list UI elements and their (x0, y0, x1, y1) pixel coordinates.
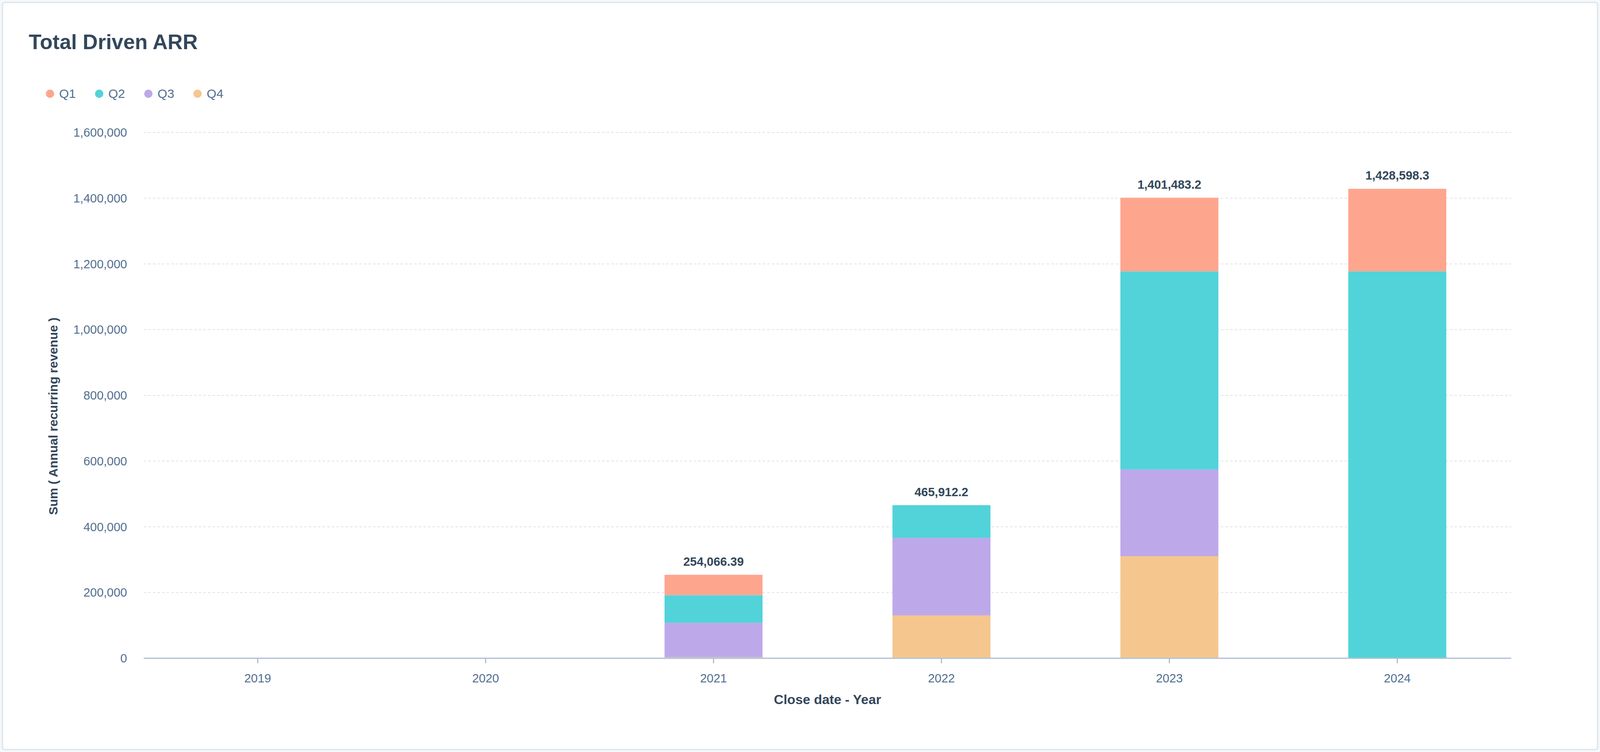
bar-segment (1120, 469, 1219, 557)
grid-line (143, 329, 1512, 330)
total-label: 1,401,483.2 (1137, 177, 1202, 192)
legend-label: Q3 (157, 86, 175, 101)
legend-swatch (95, 89, 104, 98)
x-axis (143, 657, 1512, 660)
grid-line (143, 526, 1512, 528)
bar-segment (892, 615, 991, 659)
y-tick-label: 800,000 (83, 388, 128, 403)
y-tick-label: 1,400,000 (73, 191, 128, 205)
y-tick (138, 658, 144, 659)
total-label: 254,066.39 (683, 555, 744, 569)
legend-label: Q4 (206, 86, 224, 101)
bar-segment (1120, 271, 1219, 470)
grid-line (143, 197, 1512, 199)
bar-segment (892, 537, 991, 616)
legend-label: Q2 (108, 86, 125, 101)
x-tick (712, 658, 715, 664)
y-tick-label: 600,000 (83, 454, 128, 468)
grid-line (143, 460, 1512, 462)
bar-segment (1348, 188, 1447, 272)
bar-segment (664, 575, 763, 596)
y-tick (138, 592, 144, 593)
total-label: 465,912.2 (914, 485, 969, 499)
title: Total Driven ARR (28, 30, 198, 54)
y-tick (138, 263, 144, 265)
y-tick (138, 395, 144, 396)
y-tick-label: 1,000,000 (73, 322, 128, 337)
x-tick (257, 658, 259, 664)
x-tick-label: 2023 (1155, 671, 1183, 685)
grid-line (143, 263, 1512, 265)
y-tick (138, 329, 144, 330)
bar-segment (664, 622, 763, 658)
bar-segment (1348, 271, 1447, 659)
bars (664, 188, 1447, 659)
y-tick-label: 0 (120, 651, 128, 665)
y-tick-label: 400,000 (83, 520, 128, 534)
total-label: 1,428,598.3 (1365, 168, 1430, 183)
bar-segment (1120, 556, 1219, 659)
y-tick (138, 132, 144, 133)
legend-swatch (45, 89, 55, 98)
x-tick (485, 658, 487, 664)
chart: Total Driven ARR Q1 Q2 Q3 Q4 0 200,000 400,000 6… (0, 0, 1600, 752)
x-tick (1396, 658, 1398, 664)
x-tick-label: 2022 (927, 671, 955, 685)
x-tick-label: 2024 (1383, 671, 1411, 685)
x-tick (940, 658, 943, 664)
y-tick-label: 1,200,000 (73, 257, 128, 271)
y-tick (138, 197, 144, 199)
x-tick (1168, 658, 1170, 664)
y-tick-label: 1,600,000 (73, 125, 128, 140)
grid-line (143, 592, 1512, 593)
y-tick-label: 200,000 (83, 585, 128, 600)
bar-segment (1120, 197, 1219, 272)
x-axis-title: Close date - Year (773, 692, 881, 708)
x-tick-label: 2021 (700, 671, 728, 685)
grid-line (143, 395, 1512, 396)
y-axis (143, 132, 145, 659)
legend-swatch (193, 89, 202, 98)
grid-line (143, 132, 1512, 133)
y-tick (138, 460, 144, 462)
bar-segment (664, 595, 763, 623)
y-tick (138, 526, 144, 528)
x-tick-label: 2019 (244, 671, 272, 685)
y-axis-title: Sum ( Annual recurring revenue ) (46, 317, 60, 515)
x-tick-label: 2020 (472, 671, 500, 685)
legend-swatch (144, 89, 153, 98)
card (2, 2, 1598, 750)
legend-label: Q1 (59, 86, 76, 101)
bar-segment (892, 505, 991, 538)
